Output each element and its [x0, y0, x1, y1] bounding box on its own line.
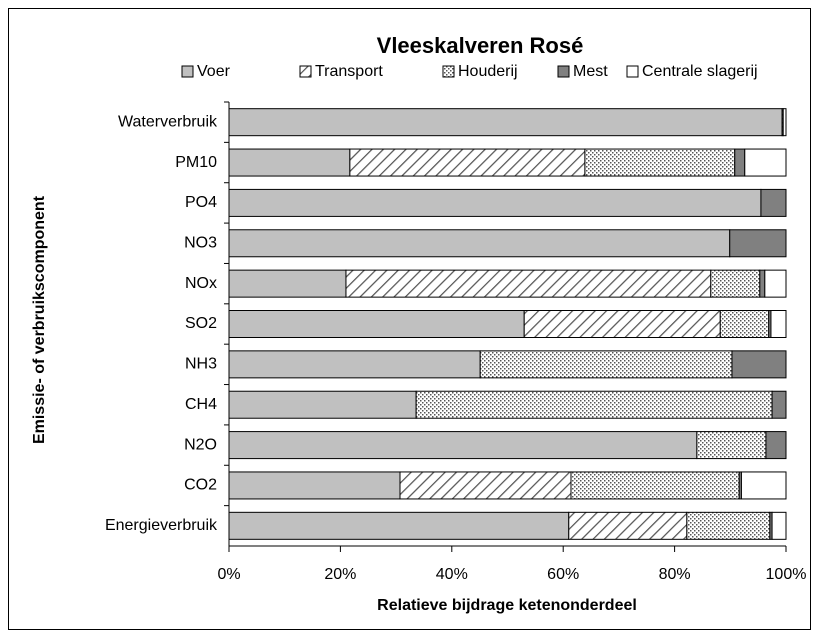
bar-segment [729, 229, 787, 258]
legend-swatch [557, 65, 570, 78]
bar-segment [228, 431, 698, 460]
y-axis-title: Emissie- of verbruikscomponent [31, 195, 48, 444]
bar-segment [771, 511, 787, 540]
bar-segment [228, 108, 783, 137]
bar-segment [765, 431, 787, 460]
bar-segment [686, 511, 771, 540]
bar-segment [415, 390, 773, 419]
bar-segment [228, 269, 347, 298]
bar-segment [734, 148, 746, 177]
bar-segment [345, 269, 712, 298]
legend-label: Centrale slagerij [642, 63, 758, 80]
bar-segment [696, 431, 767, 460]
x-tick-label: 80% [659, 566, 691, 583]
bar-segment [759, 269, 766, 298]
x-tick-label: 40% [436, 566, 468, 583]
bar-segment [228, 148, 351, 177]
legend-label: Houderij [458, 63, 518, 80]
bar-segment [479, 350, 733, 379]
bar-segment [228, 310, 525, 338]
legend-swatch [299, 65, 312, 78]
bar-segment [740, 471, 787, 500]
y-tick-label: Energieverbruik [105, 517, 218, 534]
bar-segment [782, 108, 787, 137]
bar-segment [568, 511, 688, 540]
y-tick-label: CH4 [185, 396, 217, 413]
y-tick-label: NH3 [185, 356, 217, 373]
y-tick-label: SO2 [185, 315, 217, 332]
y-tick-label: PO4 [185, 194, 217, 211]
bar-segment [744, 148, 787, 177]
bar-segment [770, 310, 787, 338]
legend-swatch [626, 65, 639, 78]
x-axis-title: Relatieve bijdrage ketenonderdeel [377, 597, 637, 614]
legend-label: Transport [315, 63, 383, 80]
bar-segment [228, 188, 762, 217]
bar-segment [349, 148, 586, 177]
x-tick-label: 60% [547, 566, 579, 583]
x-tick-label: 100% [766, 566, 807, 583]
x-tick-label: 20% [324, 566, 356, 583]
bar-segment [399, 471, 572, 500]
legend-label: Mest [573, 63, 608, 80]
y-tick-label: PM10 [175, 154, 217, 171]
bar-segment [228, 471, 401, 500]
chart-title: Vleeskalveren Rosé [377, 33, 584, 58]
y-tick-label: NOx [185, 275, 217, 292]
bar-segment [570, 471, 740, 500]
bar-segment [228, 229, 731, 258]
y-tick-label: Waterverbruik [118, 113, 218, 130]
legend-label: Voer [197, 63, 231, 80]
legend-swatch [181, 65, 194, 78]
y-tick-label: CO2 [184, 477, 217, 494]
y-tick-label: N2O [184, 436, 217, 453]
bar-segment [771, 390, 787, 419]
bar-segment [523, 310, 721, 338]
bar-segment [228, 350, 481, 379]
bar-segment [584, 148, 736, 177]
y-tick-label: NO3 [184, 234, 217, 251]
bar-segment [760, 188, 787, 217]
x-tick-label: 0% [217, 566, 240, 583]
bar-segment [710, 269, 761, 298]
bar-segment [228, 390, 417, 419]
bar-segment [228, 511, 570, 540]
bar-segment [731, 350, 787, 379]
bar-segment [719, 310, 770, 338]
legend-swatch [442, 65, 455, 78]
bar-segment [764, 269, 787, 298]
